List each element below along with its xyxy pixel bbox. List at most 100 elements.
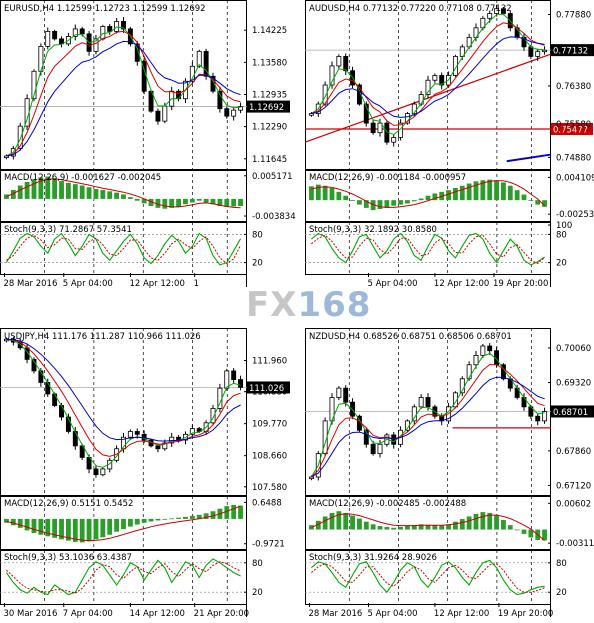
audusd-macd-bar — [446, 190, 451, 201]
audusd-level-price-label: 0.75477 — [551, 122, 593, 135]
eurusd-candle — [107, 23, 113, 35]
audusd-candle-body — [535, 51, 541, 57]
nzdusd-macd-bar — [521, 529, 527, 534]
audusd-candle-body — [528, 46, 534, 57]
audusd-macd-bar — [487, 179, 493, 201]
audusd-macd-bar — [322, 185, 328, 201]
usdjpy-macd-bar — [155, 518, 161, 521]
nzdusd-macd-bar — [343, 512, 349, 530]
nzdusd-macd-axis-label: 0.00602 — [556, 499, 591, 509]
usdjpy-x-axis-label: 14 Apr 12:00 — [129, 609, 184, 619]
audusd-price-tick-label: 0.74880 — [556, 153, 591, 163]
nzdusd-candle-body — [377, 443, 383, 455]
audusd-macd-bar — [377, 200, 383, 210]
nzdusd-chart: 0.70060 0.69320 0.67860 0.67120 0.68701 NZDUS… — [305, 328, 594, 619]
usdjpy-candle — [210, 404, 216, 425]
nzdusd-candle-body — [363, 429, 369, 445]
eurusd-macd-bar — [231, 198, 237, 207]
nzdusd-candle — [363, 427, 369, 448]
audusd-candle — [363, 101, 369, 127]
audusd-candle-body — [377, 122, 383, 134]
audusd-level-label-text: 0.75477 — [553, 125, 588, 135]
nzdusd-macd-bar — [528, 529, 534, 538]
eurusd-macd-bar — [141, 198, 147, 204]
eurusd-macd-bar — [10, 189, 16, 199]
nzdusd-candle — [336, 386, 342, 401]
eurusd-macd-bar — [210, 198, 216, 205]
eurusd-macd-bar — [86, 187, 92, 199]
eurusd-candle — [93, 34, 99, 55]
audusd-macd-bar — [453, 187, 458, 201]
usdjpy-price-tick-label: 108.660 — [252, 452, 287, 462]
audusd-macd-title: MACD(12,26,9) -0.001184 -0.000957 — [309, 173, 466, 183]
eurusd-macd-axis-label: 0.005171 — [252, 172, 293, 182]
usdjpy-macd-bar — [66, 518, 71, 541]
nzdusd-stoch-axis-label: 80 — [556, 559, 567, 569]
usdjpy-macd-bar — [231, 504, 237, 519]
nzdusd-macd-histogram — [309, 511, 547, 541]
usdjpy-macd-bar — [10, 518, 16, 526]
eurusd-candle — [210, 72, 216, 94]
usdjpy-candle-body — [93, 468, 99, 476]
usdjpy-candle-body — [155, 445, 161, 450]
nzdusd-macd-bar — [350, 515, 355, 530]
eurusd-macd-bar — [24, 181, 30, 199]
audusd-candle — [439, 72, 445, 90]
usdjpy-macd-bar — [196, 514, 202, 519]
usdjpy-macd-bar — [86, 518, 92, 542]
usdjpy-candle-body — [121, 436, 126, 450]
eurusd-price-tick-label: 1.12935 — [252, 90, 287, 100]
usdjpy-macd-bar — [134, 518, 140, 525]
audusd-candle-body — [336, 56, 342, 67]
usdjpy-macd-signal-line — [6, 505, 241, 542]
audusd-x-axis-label: 5 Apr 04:00 — [368, 279, 418, 289]
audusd-trend-line-blue — [506, 153, 552, 163]
usdjpy-macd-bar — [31, 518, 37, 533]
usdjpy-candle — [231, 367, 237, 384]
usdjpy-stoch-pane — [0, 550, 247, 605]
nzdusd-macd-bar — [473, 513, 479, 530]
usdjpy-macd-axis-label: -0.9721 — [252, 540, 285, 550]
audusd-macd-bar — [398, 200, 403, 205]
eurusd-candle — [217, 86, 223, 113]
audusd-macd-bar — [370, 200, 376, 211]
nzdusd-macd-signal-line — [311, 513, 545, 541]
eurusd-candle — [141, 57, 147, 95]
usdjpy-candle-body — [79, 445, 85, 458]
eurusd-x-axis-label: 5 Apr 04:00 — [63, 279, 113, 289]
usdjpy-macd-bar — [24, 518, 30, 531]
audusd-macd-bar — [309, 186, 314, 201]
audusd-price-tick-label: 0.76380 — [556, 82, 591, 92]
audusd-candle-body — [542, 49, 548, 53]
audusd-candle-body — [452, 56, 458, 76]
eurusd-macd-bar — [217, 198, 223, 207]
nzdusd-macd-bar — [542, 529, 547, 541]
audusd-macd-bar — [343, 195, 349, 201]
eurusd-stoch-axis-label: 20 — [252, 259, 263, 269]
nzdusd-macd-bar — [357, 518, 362, 530]
eurusd-ma-mid-line — [6, 30, 241, 157]
audusd-level-label-bg — [551, 122, 593, 135]
eurusd-candle-body — [45, 31, 51, 47]
eurusd-candle — [114, 17, 120, 34]
audusd-macd-bar — [466, 183, 472, 201]
usdjpy-macd-bar — [100, 518, 106, 538]
usdjpy-stoch-signal-line — [6, 561, 241, 594]
audusd-macd-bar — [535, 200, 541, 205]
usdjpy-candle-body — [162, 442, 168, 450]
usdjpy-macd-bar — [176, 517, 181, 519]
audusd-ma-mid-line — [311, 22, 545, 126]
usdjpy-candle — [217, 383, 223, 413]
nzdusd-candle-body — [535, 415, 541, 422]
usdjpy-ma-mid-line — [6, 338, 241, 457]
usdjpy-macd-bar — [169, 518, 175, 520]
audusd-candle-body — [487, 13, 493, 19]
nzdusd-macd-bar — [459, 519, 465, 530]
audusd-macd-bar — [425, 195, 431, 201]
eurusd-chart-title: EURUSD,H4 1.12599 1.12723 1.12599 1.1269… — [4, 4, 206, 14]
audusd-candle — [343, 53, 349, 76]
audusd-candle — [452, 54, 458, 78]
audusd-macd-bar — [391, 200, 397, 206]
usdjpy-candle — [93, 465, 99, 478]
